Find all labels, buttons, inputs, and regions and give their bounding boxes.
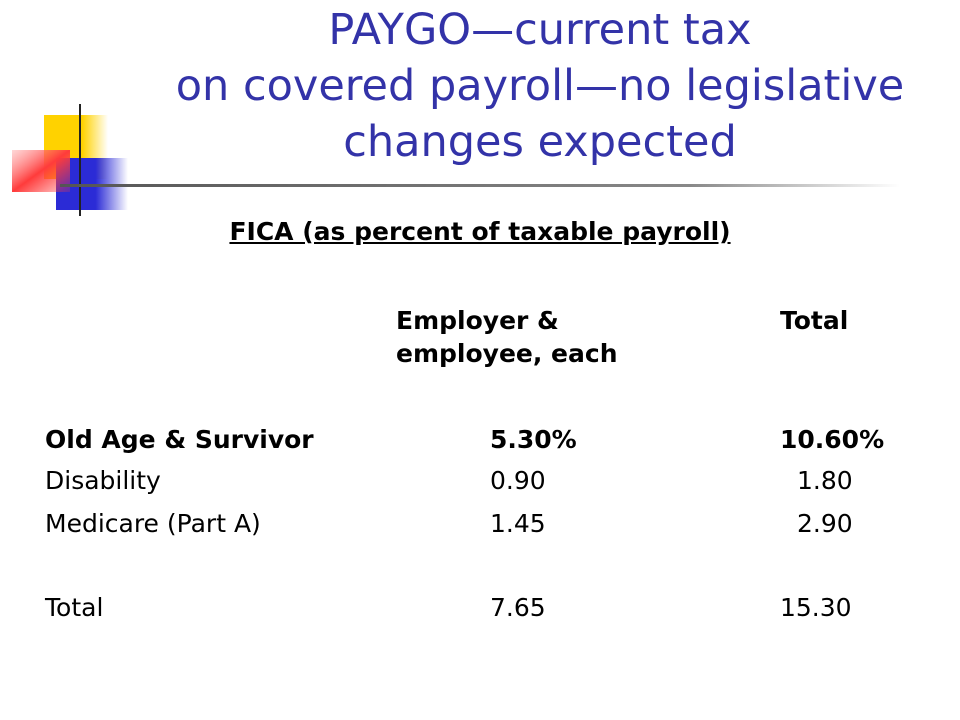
row-label: Old Age & Survivor xyxy=(45,425,314,454)
table-subtitle: FICA (as percent of taxable payroll) xyxy=(229,217,731,246)
row-each-value: 7.65 xyxy=(490,593,546,622)
row-each-value: 1.45 xyxy=(490,509,546,538)
row-total-value: 2.90 xyxy=(797,509,853,538)
table-row-old-age: Old Age & Survivor 5.30% 10.60% xyxy=(0,421,960,459)
row-each-value: 0.90 xyxy=(490,466,546,495)
row-label: Medicare (Part A) xyxy=(45,509,261,538)
table-row-total: Total 7.65 15.30 xyxy=(0,589,960,627)
row-label: Total xyxy=(45,593,104,622)
title-line-3: changes expected xyxy=(343,117,737,167)
title-line-1: PAYGO—current tax xyxy=(328,5,752,55)
row-total-value: 1.80 xyxy=(797,466,853,495)
title-line-2: on covered payroll—no legislative xyxy=(175,61,905,111)
column-header-each: Employer & employee, each xyxy=(396,304,618,370)
colored-squares-icon xyxy=(12,104,128,216)
table-row-disability: Disability 0.90 1.80 xyxy=(0,462,960,500)
row-each-value: 5.30% xyxy=(490,425,577,454)
table-row-medicare: Medicare (Part A) 1.45 2.90 xyxy=(0,505,960,543)
title-divider xyxy=(60,184,900,187)
slide-title: PAYGO—current tax on covered payroll—no … xyxy=(130,2,950,170)
column-header-total: Total xyxy=(780,306,849,335)
row-total-value: 15.30 xyxy=(780,593,852,622)
row-total-value: 10.60% xyxy=(780,425,885,454)
row-label: Disability xyxy=(45,466,161,495)
column-header-each-line-1: Employer & xyxy=(396,306,559,335)
column-header-each-line-2: employee, each xyxy=(396,339,618,368)
